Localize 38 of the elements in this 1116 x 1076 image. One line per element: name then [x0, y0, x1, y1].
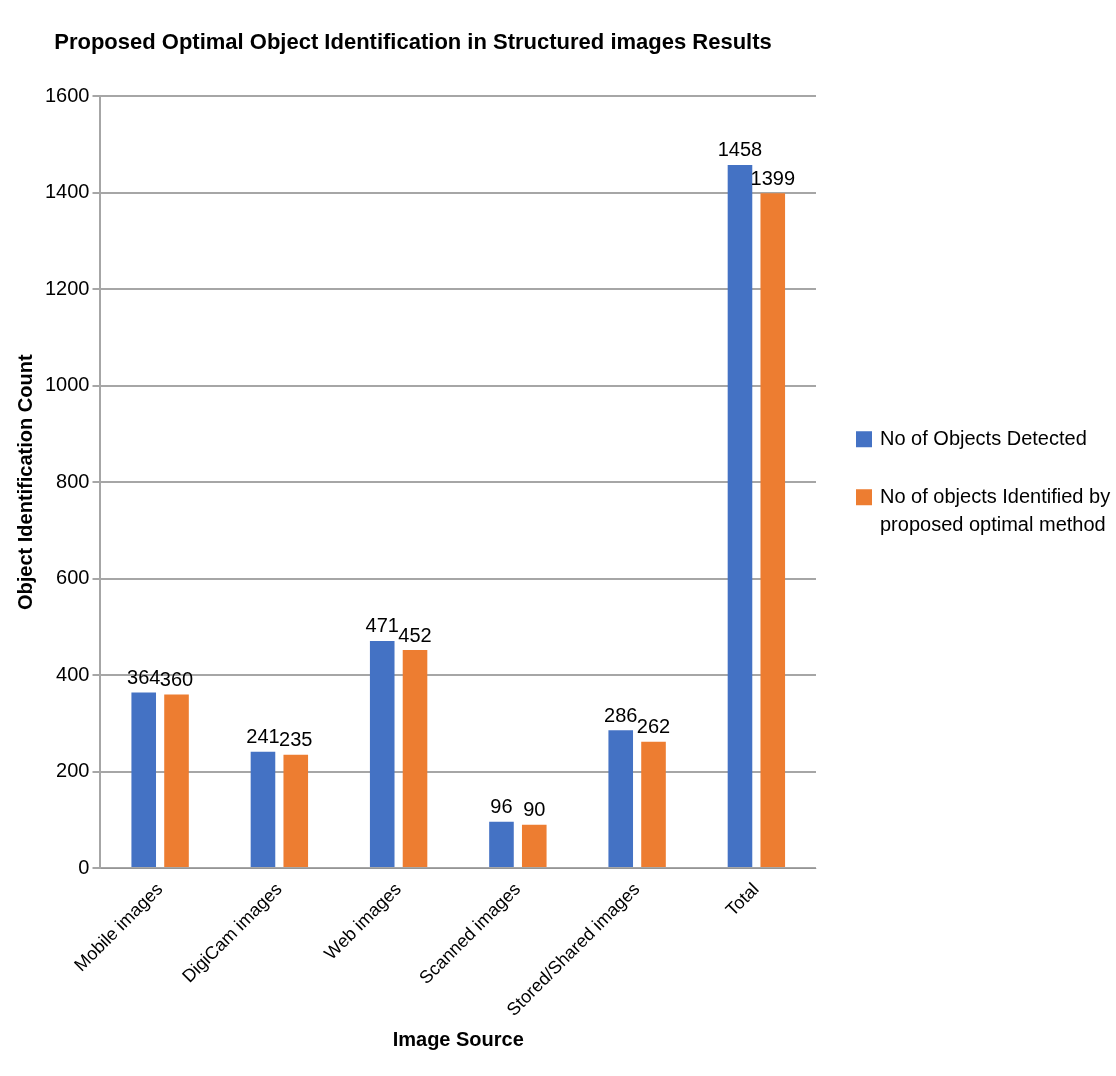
data-label: 1399 [750, 166, 796, 189]
chart-title: Proposed Optimal Object Identification in Structured images Results [54, 29, 772, 55]
y-tick-label: 800 [56, 469, 90, 492]
data-label: 1458 [717, 138, 763, 161]
data-label: 90 [523, 798, 546, 821]
bar [131, 692, 157, 868]
data-label: 241 [246, 725, 280, 748]
data-label: 364 [127, 666, 161, 689]
y-axis-title: Object Identification Count [13, 354, 36, 611]
data-label: 96 [490, 795, 513, 818]
bar [489, 821, 514, 868]
bar [641, 741, 666, 868]
data-label: 360 [159, 667, 194, 690]
data-label: 235 [279, 728, 313, 751]
bar [608, 730, 634, 868]
y-tick-label: 0 [78, 855, 90, 878]
data-label: 286 [604, 703, 638, 726]
y-tick-label: 400 [56, 662, 90, 685]
y-tick-label: 200 [56, 759, 90, 782]
y-tick-label: 1000 [44, 373, 90, 396]
y-tick-label: 1200 [44, 276, 90, 299]
y-tick-label: 600 [56, 566, 90, 589]
y-tick-label: 1600 [44, 83, 90, 106]
data-label: 262 [636, 715, 671, 738]
bar [283, 754, 309, 868]
bar [760, 193, 786, 868]
bar [727, 164, 753, 868]
data-label: 471 [365, 614, 399, 637]
legend-label: No of Objects Detected [880, 426, 1087, 449]
legend-label: No of objects Identified by proposed optimal method [880, 484, 1111, 535]
bar [250, 751, 276, 868]
y-tick-label: 1400 [44, 180, 90, 203]
bar [521, 824, 547, 868]
bar [402, 650, 428, 868]
bar [164, 694, 189, 868]
data-label: 452 [398, 623, 432, 646]
bar [369, 640, 395, 868]
x-axis-title: Image Source [392, 1027, 524, 1050]
